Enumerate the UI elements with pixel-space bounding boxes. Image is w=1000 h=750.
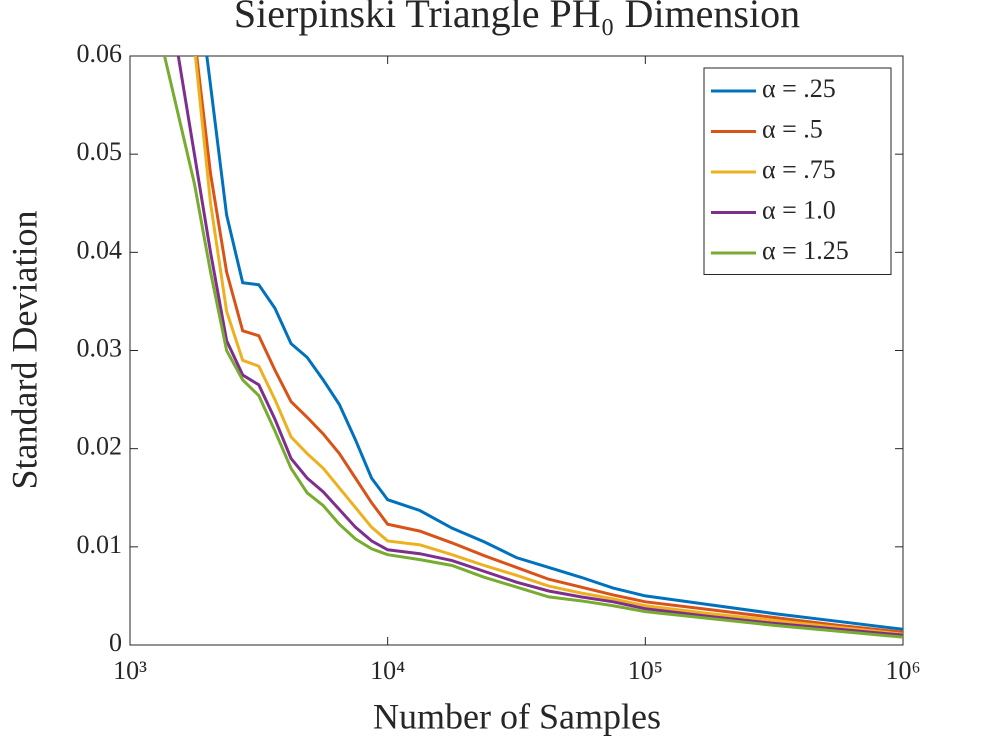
y-tick-label: 0.02 <box>77 432 123 461</box>
plot-lines <box>163 56 903 639</box>
y-axis-label: Standard Deviation <box>4 211 44 490</box>
x-tick-label: 10³ <box>113 656 147 685</box>
chart-title: Sierpinski Triangle PH₀ Dimension <box>234 0 800 36</box>
legend-label: α = 1.25 <box>762 236 849 265</box>
y-tick-label: 0 <box>109 628 122 657</box>
legend-label: α = .75 <box>762 155 836 184</box>
x-tick-label: 10⁴ <box>370 656 405 685</box>
data-line <box>195 56 903 634</box>
data-line <box>193 56 903 636</box>
x-tick-label: 10⁵ <box>628 656 663 685</box>
legend-label: α = 1.0 <box>762 195 836 224</box>
y-tick-label: 0.05 <box>77 137 123 166</box>
x-tick-label: 10⁶ <box>885 656 920 685</box>
legend-label: α = .25 <box>762 74 836 103</box>
data-line <box>205 56 903 631</box>
legend-label: α = .5 <box>762 114 823 143</box>
x-axis-label: Number of Samples <box>373 696 661 736</box>
y-tick-label: 0.03 <box>77 333 123 362</box>
y-tick-label: 0.04 <box>77 235 123 264</box>
y-tick-label: 0.01 <box>77 530 123 559</box>
y-tick-label: 0.06 <box>77 39 123 68</box>
data-line <box>163 56 903 639</box>
data-line <box>176 56 903 637</box>
